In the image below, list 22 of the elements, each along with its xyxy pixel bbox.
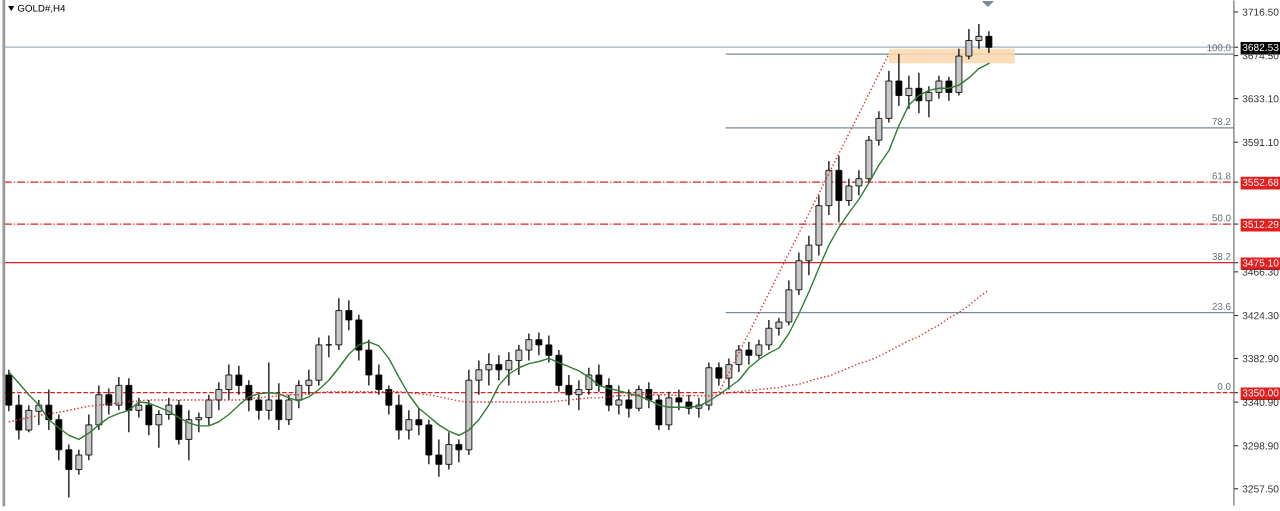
y-tick-label: 3633.10 xyxy=(1242,95,1279,103)
annotation: 78.2 xyxy=(1212,118,1231,126)
y-tick-label: 3682.53 xyxy=(1242,43,1279,51)
y-tick-label: 3424.30 xyxy=(1242,312,1279,320)
y-tick-label: 3350.00 xyxy=(1242,389,1279,397)
chart-title: GOLD#,H4 xyxy=(17,4,66,13)
annotation: 23.6 xyxy=(1212,303,1231,310)
y-tick-label: 3552.68 xyxy=(1242,178,1279,186)
y-tick-label: 3340.90 xyxy=(1242,398,1279,406)
y-tick-label: 3591.10 xyxy=(1242,138,1279,146)
annotation: 0.0 xyxy=(1217,383,1231,390)
annotation: 100.0 xyxy=(1207,44,1231,52)
y-tick-label: 3716.50 xyxy=(1242,8,1279,16)
y-tick-label: 3298.90 xyxy=(1242,442,1279,450)
y-tick-label: 3382.90 xyxy=(1242,355,1279,363)
y-tick-label: 3512.29 xyxy=(1242,220,1279,228)
annotation: 38.2 xyxy=(1212,253,1231,260)
y-tick-label: 3257.50 xyxy=(1242,485,1279,493)
annotation: 50.0 xyxy=(1212,214,1231,222)
annotation: 61.8 xyxy=(1212,172,1231,180)
y-tick-label: 3466.30 xyxy=(1242,268,1279,276)
y-tick-label: 3475.10 xyxy=(1242,259,1279,267)
